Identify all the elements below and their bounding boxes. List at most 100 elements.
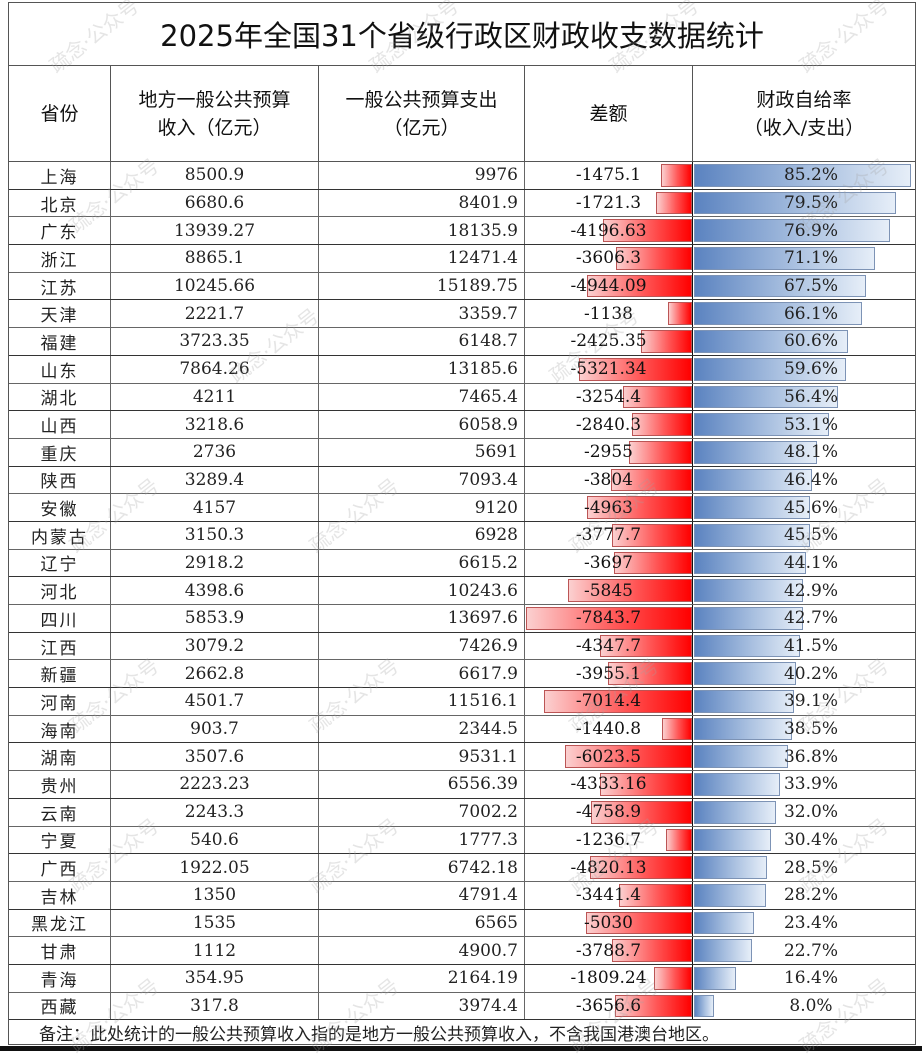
province-cell: 陕西 [9,466,111,494]
difference-cell: -3777.7 [525,521,693,549]
deficit-bar [608,662,692,686]
self-sufficiency-bar [694,413,829,436]
difference-cell: -1138 [525,300,693,328]
header-difference: 差额 [525,66,693,161]
self-sufficiency-bar [694,717,792,741]
self-sufficiency-cell: 32.0% [693,799,915,826]
expenditure-cell: 15189.75 [319,272,525,300]
self-sufficiency-cell: 76.9% [693,217,915,244]
deficit-bar [632,413,692,436]
province-cell: 广西 [9,854,111,881]
deficit-bar [616,247,692,270]
province-cell: 山东 [9,355,111,383]
deficit-bar [600,773,692,796]
revenue-cell: 1922.05 [111,854,319,881]
table-row: 河北 4398.6 10243.6 -5845 42.9% [9,577,915,605]
province-cell: 广东 [9,217,111,245]
province-cell: 安徽 [9,494,111,521]
revenue-cell: 2662.8 [111,660,319,688]
self-sufficiency-bar [694,357,846,381]
header-divider [9,161,915,162]
difference-cell: -7014.4 [525,688,693,715]
self-sufficiency-cell: 44.1% [693,550,915,577]
expenditure-cell: 6565 [319,909,525,937]
province-cell: 海南 [9,715,111,743]
revenue-cell: 4211 [111,383,319,411]
province-cell: 江苏 [9,272,111,300]
header-expenditure: 一般公共预算支出 （亿元） [319,66,525,161]
province-cell: 云南 [9,798,111,826]
self-sufficiency-cell: 22.7% [693,937,915,964]
table-row: 四川 5853.9 13697.6 -7843.7 42.7% [9,605,915,633]
difference-cell: -3955.1 [525,660,693,688]
difference-cell: -5845 [525,577,693,604]
deficit-bar [612,523,692,547]
self-sufficiency-bar [694,523,810,547]
table-row: 江苏 10245.66 15189.75 -4944.09 67.5% [9,272,915,301]
difference-cell: -1721.3 [525,189,693,217]
table-row: 重庆 2736 5691 -2955 48.1% [9,438,915,467]
revenue-cell: 4398.6 [111,577,319,604]
expenditure-cell: 7093.4 [319,466,525,494]
difference-cell: -5030 [525,909,693,937]
province-cell: 湖北 [9,383,111,411]
difference-cell: -1440.8 [525,715,693,743]
revenue-cell: 3289.4 [111,466,319,494]
self-sufficiency-bar [694,579,803,602]
difference-cell: -4963 [525,494,693,521]
revenue-cell: 4157 [111,494,319,521]
province-cell: 内蒙古 [9,521,111,549]
table-row: 云南 2243.3 7002.2 -4758.9 32.0% [9,798,915,827]
expenditure-cell: 6058.9 [319,411,525,438]
revenue-cell: 2736 [111,438,319,466]
expenditure-cell: 7002.2 [319,798,525,826]
difference-cell: -4944.09 [525,272,693,300]
self-sufficiency-cell: 33.9% [693,771,915,798]
self-sufficiency-cell: 30.4% [693,827,915,854]
difference-cell: -1809.24 [525,964,693,992]
revenue-cell: 3723.35 [111,328,319,355]
revenue-cell: 540.6 [111,826,319,854]
province-cell: 贵州 [9,771,111,798]
expenditure-cell: 2344.5 [319,715,525,743]
revenue-cell: 5853.9 [111,605,319,632]
self-sufficiency-bar [694,274,866,298]
self-sufficiency-bar [694,800,776,824]
self-sufficiency-bar [694,164,911,187]
expenditure-cell: 9120 [319,494,525,521]
expenditure-cell: 8401.9 [319,189,525,217]
difference-cell: -7843.7 [525,605,693,632]
footnote: 备注：此处统计的一般公共预算收入指的是地方一般公共预算收入，不含我国港澳台地区。 [39,1025,719,1045]
province-cell: 西藏 [9,992,111,1020]
deficit-bar [565,745,692,769]
province-cell: 青海 [9,964,111,992]
deficit-bar [611,468,692,492]
deficit-bar [586,911,692,935]
expenditure-cell: 11516.1 [319,688,525,715]
deficit-bar [612,939,692,962]
table-row: 吉林 1350 4791.4 -3441.4 28.2% [9,881,915,910]
self-sufficiency-cell: 60.6% [693,328,915,355]
revenue-cell: 7864.26 [111,355,319,383]
province-cell: 辽宁 [9,549,111,577]
expenditure-cell: 12471.4 [319,245,525,272]
deficit-bar [614,551,692,575]
revenue-cell: 10245.66 [111,272,319,300]
deficit-bar [656,191,692,215]
table-row: 海南 903.7 2344.5 -1440.8 38.5% [9,715,915,744]
self-sufficiency-cell: 41.5% [693,633,915,660]
table-row: 山东 7864.26 13185.6 -5321.34 59.6% [9,355,915,384]
revenue-cell: 8500.9 [111,162,319,189]
table-row: 北京 6680.6 8401.9 -1721.3 79.5% [9,189,915,218]
expenditure-cell: 6556.39 [319,771,525,798]
deficit-bar [603,219,692,243]
self-sufficiency-cell: 38.5% [693,716,915,743]
self-sufficiency-bar [694,690,794,713]
difference-cell: -3606.3 [525,245,693,272]
table-row: 宁夏 540.6 1777.3 -1236.7 30.4% [9,826,915,855]
self-sufficiency-bar [694,468,812,492]
province-cell: 重庆 [9,438,111,466]
difference-cell: -5321.34 [525,355,693,383]
difference-cell: -2840.3 [525,411,693,438]
header-revenue: 地方一般公共预算 收入（亿元） [111,66,319,161]
